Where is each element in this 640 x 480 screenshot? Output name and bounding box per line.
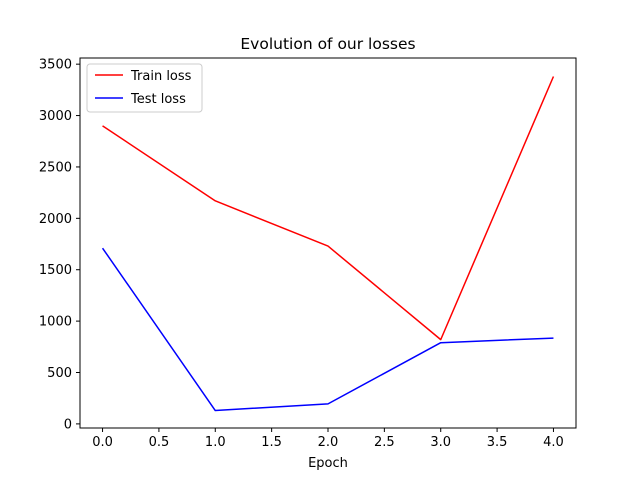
x-tick-label: 4.0 [543,435,564,450]
x-tick-label: 1.5 [261,435,282,450]
series-line-train [102,76,555,341]
legend-label-test: Test loss [130,92,186,107]
y-tick-label: 1000 [39,315,72,330]
x-tick-label: 0.0 [92,435,113,450]
y-tick-label: 3500 [39,58,72,73]
x-axis-ticks: 0.0 0.5 1.0 1.5 2.0 2.5 3.0 3.5 4.0 [92,428,564,450]
legend-box [86,63,203,113]
y-axis-ticks: 0 500 1000 1500 2000 2500 3000 3500 [39,58,80,432]
x-tick-label: 2.0 [318,435,339,450]
plot-area [101,76,555,412]
y-tick-label: 500 [47,366,72,381]
y-tick-label: 2000 [39,212,72,227]
legend-label-train: Train loss [130,69,192,84]
series-line-test [101,247,554,412]
x-tick-label: 0.5 [149,435,170,450]
y-tick-label: 2500 [39,160,72,175]
x-tick-label: 2.5 [374,435,395,450]
y-tick-label: 3000 [39,109,72,124]
x-tick-label: 1.0 [205,435,226,450]
y-tick-label: 0 [64,417,72,432]
x-tick-label: 3.5 [487,435,508,450]
y-tick-label: 1500 [39,263,72,278]
legend: Train loss Test loss [86,63,203,113]
x-axis-label: Epoch [308,456,348,471]
x-tick-label: 3.0 [430,435,451,450]
chart-title: Evolution of our losses [240,35,415,53]
